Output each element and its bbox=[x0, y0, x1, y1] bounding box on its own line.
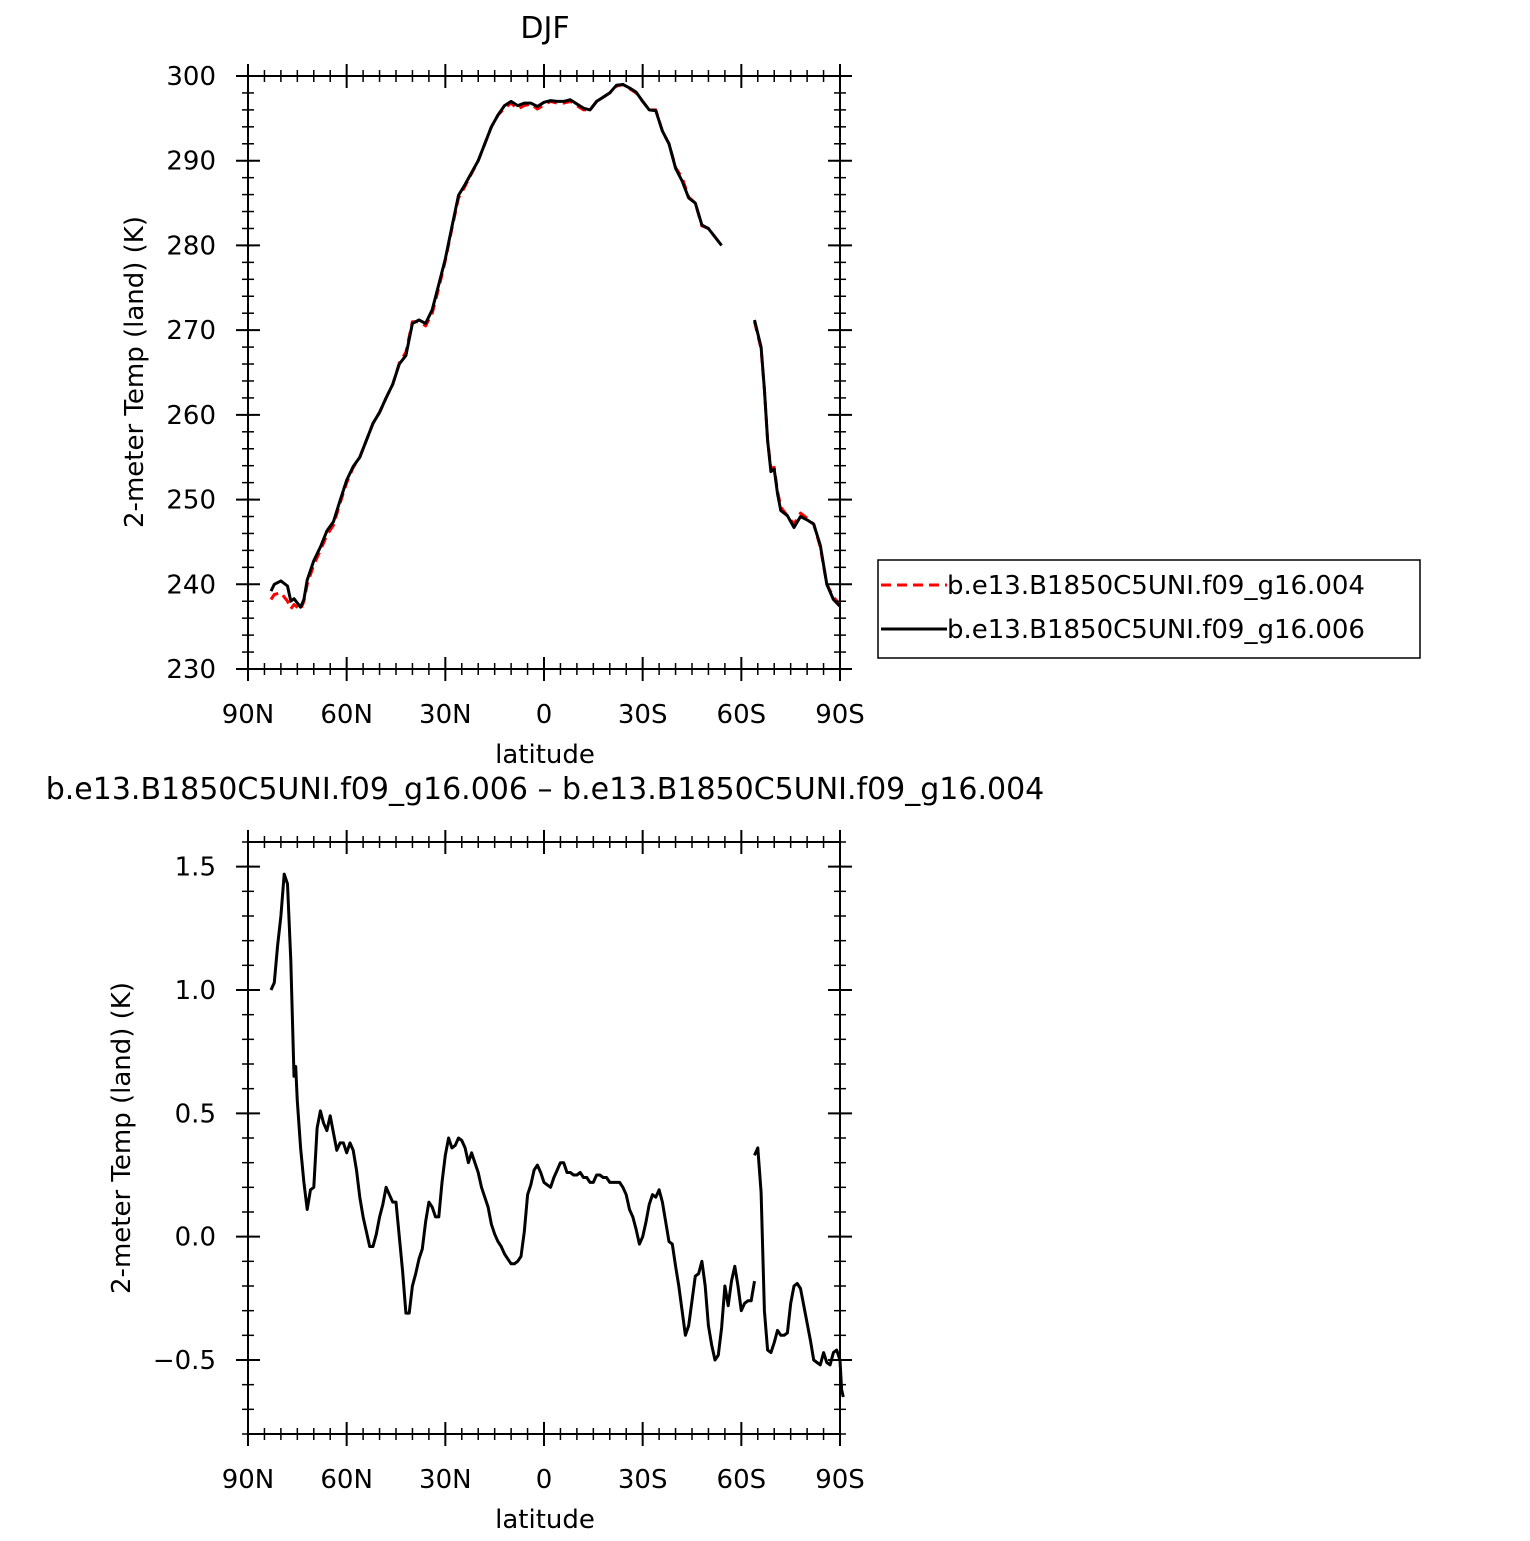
top-x-tick-label: 60S bbox=[717, 700, 767, 730]
top-y-tick-label: 280 bbox=[166, 231, 216, 261]
top-x-tick-label: 90N bbox=[222, 700, 275, 730]
top-x-tick-label: 30S bbox=[618, 700, 668, 730]
top-plot-frame bbox=[247, 75, 841, 670]
top-y-tick-label: 250 bbox=[166, 486, 216, 516]
top-ticks bbox=[236, 64, 852, 681]
bottom-ticks bbox=[236, 830, 852, 1446]
top-x-tick-label: 90S bbox=[815, 700, 865, 730]
top-y-tick-label: 260 bbox=[166, 401, 216, 431]
bottom-y-tick-label: 0.5 bbox=[175, 1099, 216, 1129]
bottom-x-tick-label: 60N bbox=[320, 1465, 373, 1495]
top-y-tick-label: 230 bbox=[166, 655, 216, 685]
bottom-x-axis-title: latitude bbox=[495, 1505, 595, 1535]
top-y-tick-label: 270 bbox=[166, 316, 216, 346]
top-series-1-segment-0 bbox=[269, 83, 723, 609]
top-series-0-segment-1 bbox=[753, 321, 842, 606]
top-y-tick-label: 290 bbox=[166, 147, 216, 177]
legend-label-series-004: b.e13.B1850C5UNI.f09_g16.004 bbox=[947, 571, 1365, 601]
top-series-1-segment-1 bbox=[753, 319, 842, 608]
legend-label-series-006: b.e13.B1850C5UNI.f09_g16.006 bbox=[947, 615, 1365, 645]
top-y-tick-label: 300 bbox=[166, 62, 216, 92]
top-panel: DJF 230 240 250 260 270 280 290 300 90N 60N 30N 0 3… bbox=[120, 11, 865, 770]
bottom-plot-frame bbox=[247, 841, 841, 1435]
top-y-tick-label: 240 bbox=[166, 570, 216, 600]
bottom-x-tick-label: 30N bbox=[419, 1465, 472, 1495]
top-x-axis-title: latitude bbox=[495, 740, 595, 770]
top-y-tick-labels: 230 240 250 260 270 280 290 300 bbox=[166, 62, 216, 685]
bottom-x-tick-label: 90N bbox=[222, 1465, 275, 1495]
bottom-series-0-segment-0 bbox=[269, 872, 756, 1362]
top-x-tick-label: 60N bbox=[320, 700, 373, 730]
legend-box bbox=[877, 559, 1421, 659]
bottom-y-tick-label: 0.0 bbox=[175, 1223, 216, 1253]
bottom-x-tick-label: 60S bbox=[717, 1465, 767, 1495]
top-chart-title: DJF bbox=[520, 11, 569, 46]
top-series-layer bbox=[269, 83, 842, 612]
top-x-tick-label: 30N bbox=[419, 700, 472, 730]
bottom-y-tick-label: 1.5 bbox=[175, 853, 216, 883]
bottom-x-tick-label: 30S bbox=[618, 1465, 668, 1495]
bottom-panel: b.e13.B1850C5UNI.f09_g16.006 – b.e13.B18… bbox=[46, 772, 1045, 1535]
top-y-axis-title: 2-meter Temp (land) (K) bbox=[120, 216, 150, 528]
bottom-y-axis-title: 2-meter Temp (land) (K) bbox=[107, 982, 137, 1294]
legend: b.e13.B1850C5UNI.f09_g16.004 b.e13.B1850… bbox=[877, 559, 1421, 659]
bottom-x-tick-label: 0 bbox=[536, 1465, 553, 1495]
bottom-series-layer bbox=[269, 872, 845, 1398]
bottom-x-tick-labels: 90N 60N 30N 0 30S 60S 90S bbox=[222, 1465, 865, 1495]
bottom-y-tick-label: 1.0 bbox=[175, 976, 216, 1006]
bottom-chart-title: b.e13.B1850C5UNI.f09_g16.006 – b.e13.B18… bbox=[46, 772, 1045, 807]
top-x-tick-label: 0 bbox=[536, 700, 553, 730]
bottom-y-tick-label: −0.5 bbox=[153, 1346, 216, 1376]
bottom-y-tick-labels: −0.5 0.0 0.5 1.0 1.5 bbox=[153, 853, 216, 1376]
top-x-tick-labels: 90N 60N 30N 0 30S 60S 90S bbox=[222, 700, 865, 730]
bottom-x-tick-label: 90S bbox=[815, 1465, 865, 1495]
top-series-0-segment-0 bbox=[269, 83, 723, 612]
